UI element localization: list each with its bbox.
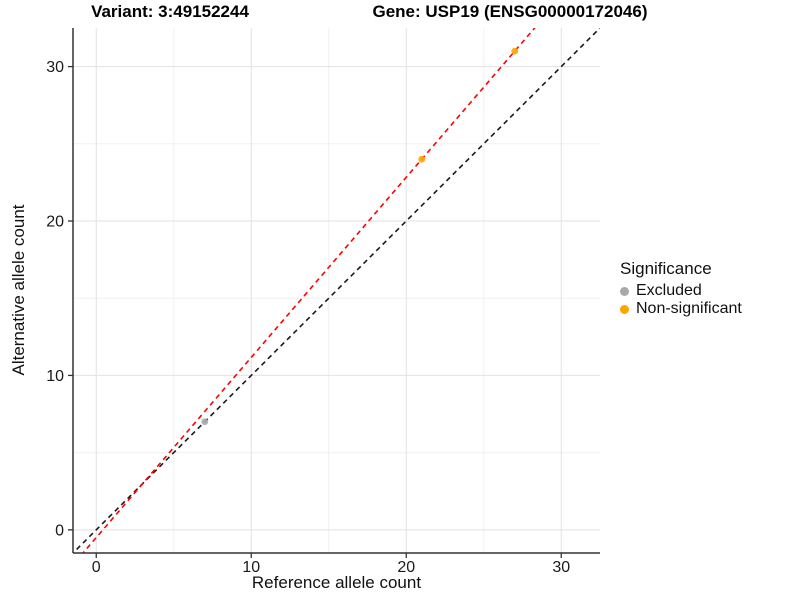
svg-text:30: 30 xyxy=(552,559,570,576)
svg-text:20: 20 xyxy=(46,214,64,231)
excluded-point-icon xyxy=(620,286,629,296)
svg-text:10: 10 xyxy=(46,368,64,385)
legend: Significance Excluded Non-significant xyxy=(620,259,742,318)
variant-title: Variant: 3:49152244 xyxy=(91,2,249,21)
legend-item-non-significant: Non-significant xyxy=(620,300,742,318)
svg-text:10: 10 xyxy=(242,559,260,576)
svg-text:0: 0 xyxy=(92,559,101,576)
legend-item-label-excluded: Excluded xyxy=(636,282,702,299)
svg-text:20: 20 xyxy=(397,559,415,576)
y-axis-label: Alternative allele count xyxy=(9,204,28,376)
legend-item-excluded: Excluded xyxy=(620,282,742,300)
svg-text:30: 30 xyxy=(46,59,64,76)
legend-title: Significance xyxy=(620,259,712,278)
non-significant-point-icon xyxy=(620,304,629,314)
x-axis-label: Reference allele count xyxy=(251,573,422,592)
gene-title: Gene: USP19 (ENSG00000172046) xyxy=(372,2,648,21)
svg-text:0: 0 xyxy=(55,522,64,539)
legend-item-label-non-significant: Non-significant xyxy=(636,300,742,317)
